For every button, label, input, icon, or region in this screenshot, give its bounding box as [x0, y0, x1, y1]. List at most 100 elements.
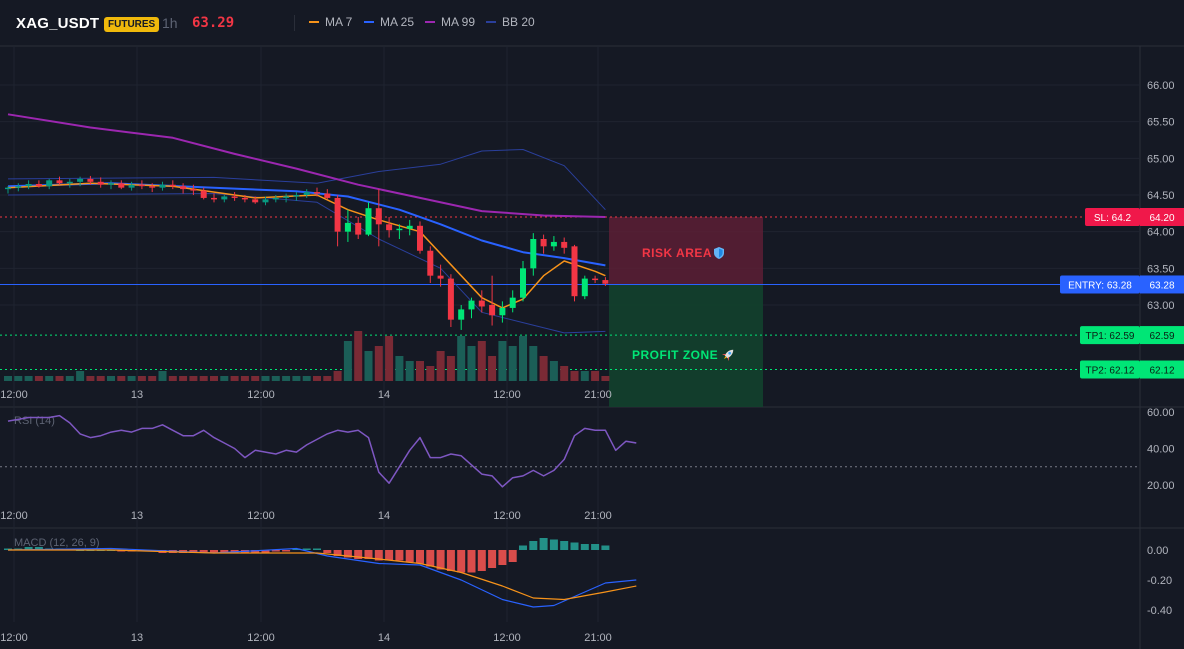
candle-body [169, 184, 176, 187]
volume-bar [189, 376, 198, 381]
ma25-swatch [364, 21, 374, 23]
legend-ma25-label: MA 25 [380, 15, 415, 29]
volume-bar [271, 376, 280, 381]
volume-bar [210, 376, 218, 381]
candle-body [262, 199, 269, 203]
entry-axis-price: 63.28 [1149, 280, 1174, 291]
price-axis-label: 63.00 [1147, 300, 1175, 312]
legend-bb-label: BB 20 [502, 15, 535, 29]
time-axis-label: 14 [378, 510, 390, 522]
volume-bar [65, 376, 74, 381]
candle-body [149, 186, 156, 188]
volume-bar [4, 376, 12, 381]
timeframe-selector[interactable]: 1h [162, 15, 178, 31]
candle-body [118, 183, 125, 188]
macd-line [7, 547, 637, 608]
volume-bar [416, 361, 424, 381]
candle-body [56, 180, 63, 184]
tp1-tag-label: TP1: 62.59 [1086, 331, 1135, 342]
volume-bar [405, 361, 414, 381]
candle-body [293, 195, 300, 197]
time-axis-label: 21:00 [584, 632, 612, 644]
candle-body [437, 275, 444, 279]
macd-histogram-bar [251, 550, 260, 553]
macd-histogram-bar [498, 550, 507, 565]
time-axis-label: 12:00 [493, 389, 521, 401]
price-axis-label: 63.50 [1147, 263, 1175, 275]
volume-bar [426, 366, 435, 381]
bb-upper-line [7, 149, 606, 211]
bb-swatch [486, 21, 496, 23]
volume-bars [4, 331, 610, 381]
legend-ma7[interactable]: MA 7 [309, 15, 352, 29]
volume-bar [323, 376, 332, 381]
volume-bar [282, 376, 291, 381]
rsi-line [7, 414, 637, 488]
candle-body [324, 193, 331, 198]
volume-bar [251, 376, 260, 381]
ma25-line [7, 182, 606, 267]
candle-body [231, 196, 238, 198]
volume-bar [436, 351, 445, 381]
candle-body [108, 183, 114, 185]
candle-body [540, 239, 547, 247]
volume-bar [179, 376, 188, 381]
candle-body [77, 178, 84, 182]
tp2-tag-bg [1080, 360, 1140, 379]
volume-bar [570, 371, 579, 381]
ma7-line [7, 182, 606, 309]
volume-bar [261, 376, 270, 381]
last-price: 63.29 [192, 15, 235, 31]
volume-bar [446, 356, 455, 381]
candle-body [447, 278, 454, 320]
legend-bb20[interactable]: BB 20 [486, 15, 535, 29]
macd-pane: MACD (12, 26, 9) [4, 537, 637, 608]
profit-zone [609, 285, 763, 407]
macd-histogram-bar [302, 548, 311, 550]
grid [0, 46, 1140, 622]
candle-body [468, 300, 475, 310]
legend-ma7-label: MA 7 [325, 15, 353, 29]
candle-body [571, 246, 578, 297]
symbol-title[interactable]: XAG_USDT [16, 15, 100, 32]
legend-ma25[interactable]: MA 25 [364, 15, 414, 29]
macd-histogram-bar [519, 545, 527, 550]
macd-histogram-bar [364, 550, 373, 559]
candle-body [35, 184, 42, 187]
chart-header: XAG_USDT FUTURES 1h 63.29 MA 7 MA 25 MA … [0, 0, 1184, 46]
risk-area-label: RISK AREA [642, 246, 712, 260]
volume-bar [158, 371, 167, 381]
volume-bar [539, 356, 548, 381]
macd-axis-label: 0.00 [1147, 545, 1168, 557]
price-axis-label: 65.50 [1147, 117, 1175, 129]
time-axis-label: 13 [131, 510, 143, 522]
macd-histogram-bar [539, 538, 548, 550]
candle-body [334, 197, 341, 232]
volume-bar [374, 346, 383, 381]
candle-body [5, 187, 11, 190]
candlesticks [5, 175, 609, 330]
time-axis-label: 21:00 [584, 510, 612, 522]
time-axis-label: 13 [131, 389, 143, 401]
macd-histogram-bar [333, 550, 342, 556]
volume-bar [488, 356, 497, 381]
volume-bar [354, 331, 363, 381]
macd-histogram-bar [323, 550, 332, 553]
macd-histogram-bar [343, 550, 352, 558]
candle-body [190, 189, 197, 191]
volume-bar [302, 376, 311, 381]
candle-body [66, 181, 73, 184]
tp2-tag-label: TP2: 62.12 [1086, 366, 1135, 377]
time-axis-label: 14 [378, 632, 390, 644]
rsi-axis-label: 20.00 [1147, 480, 1175, 492]
macd-histogram-bar [416, 550, 424, 564]
shield-icon [714, 247, 724, 259]
macd-signal-line [8, 549, 637, 601]
volume-bar [148, 376, 157, 381]
macd-histogram-bar [467, 550, 476, 573]
axes: 66.00 65.50 65.00 64.50 64.00 63.50 63.00 60.00… [0, 80, 1174, 644]
stop-loss-axis-price-bg [1140, 208, 1184, 226]
legend-ma99[interactable]: MA 99 [425, 15, 475, 29]
candle-body [200, 190, 207, 198]
